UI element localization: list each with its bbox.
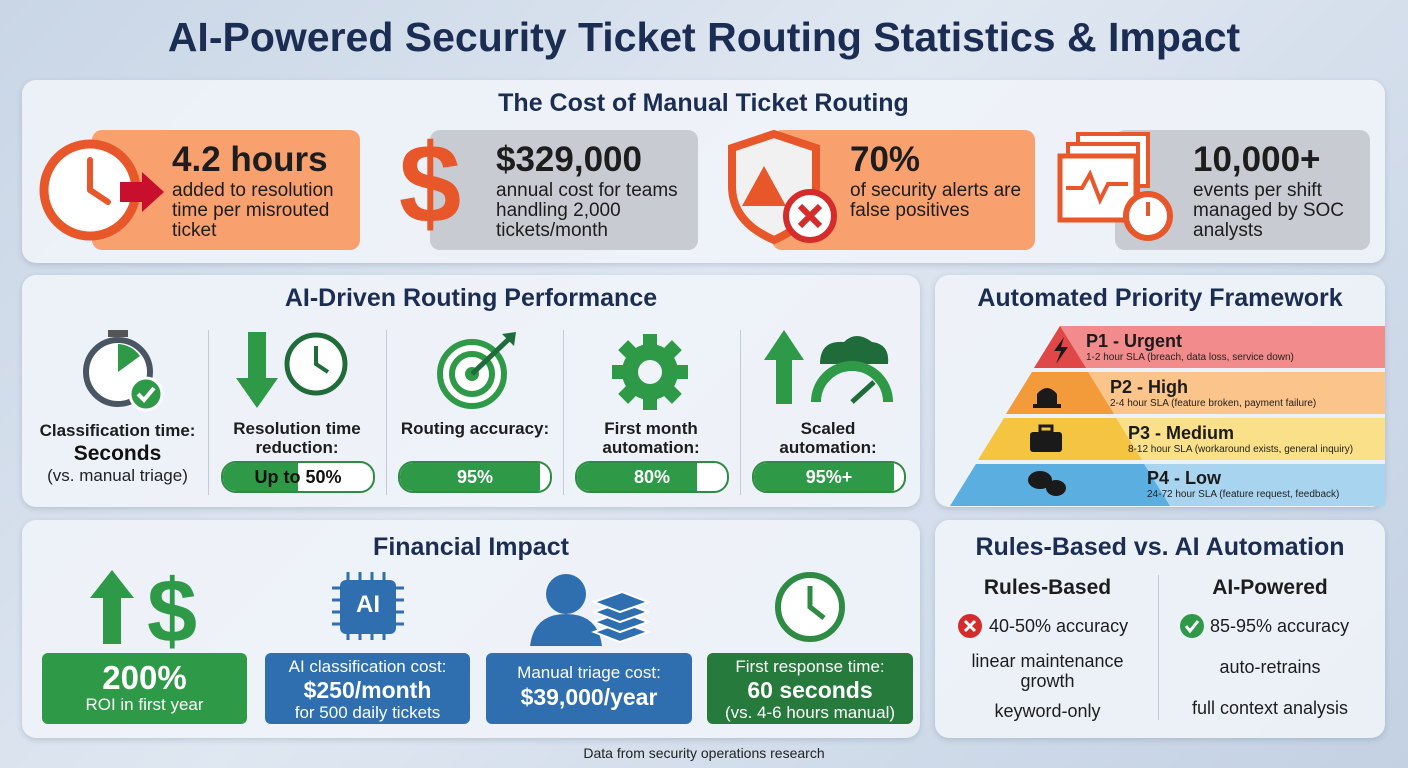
finance-value: 200% — [102, 659, 187, 696]
comparison-row: full context analysis — [1191, 698, 1349, 718]
stat-description: of security alerts are false positives — [850, 180, 1022, 221]
finance-label: ROI in first year — [85, 695, 204, 714]
person-stack-icon — [530, 574, 651, 646]
metric-value: Up to 50% — [254, 467, 342, 487]
metric-note: (vs. manual triage) — [47, 466, 188, 485]
cross-icon — [958, 614, 982, 638]
target-icon — [437, 332, 516, 409]
priority-sla: 2-4 hour SLA (feature broken, payment fa… — [1110, 398, 1317, 409]
performance-heading: AI-Driven Routing Performance — [284, 284, 658, 312]
footer: Data from security operations research — [583, 745, 825, 761]
dashboard-icon — [1057, 132, 1173, 241]
divider — [1158, 575, 1159, 720]
comparison-row: 40-50% accuracy — [989, 616, 1129, 636]
finance-note: (vs. 4-6 hours manual) — [724, 703, 896, 722]
priority-name: P4 - Low — [1147, 468, 1222, 488]
column-title: Rules-Based — [983, 576, 1112, 599]
divider — [386, 330, 387, 495]
stopwatch-icon — [83, 330, 164, 412]
finance-label: Manual triage cost: — [517, 663, 661, 682]
metric-bar: 80% — [575, 461, 729, 493]
priority-name: P1 - Urgent — [1086, 331, 1183, 351]
priority-name: P3 - Medium — [1128, 423, 1235, 443]
finance-label: First response time: — [735, 657, 885, 676]
metric-bar: 95%+ — [752, 461, 906, 493]
metric-label: Classification time: — [39, 421, 196, 440]
metric-value: 95%+ — [805, 467, 853, 487]
divider — [563, 330, 564, 495]
bar-fill — [400, 463, 540, 491]
divider — [740, 330, 741, 495]
metric-value: 95% — [456, 467, 494, 487]
finance-note: for 500 daily tickets — [294, 703, 441, 722]
finance-label: AI classification cost: — [288, 657, 447, 676]
clock-icon — [775, 572, 845, 642]
metric-label: First month automation: — [602, 419, 700, 457]
chip-label: AI — [356, 591, 380, 618]
metric-label: Scaled automation: — [779, 419, 877, 457]
roi-icon: $ — [90, 562, 197, 662]
metric-label: Resolution time reduction: — [233, 419, 361, 457]
priority-name: P2 - High — [1110, 377, 1189, 397]
up-gauge-icon — [764, 330, 893, 404]
stat-value: 10,000+ — [1193, 140, 1321, 179]
comparison-panel — [935, 520, 1385, 738]
finance-value: 60 seconds — [747, 677, 873, 703]
clock-icon — [39, 139, 164, 241]
divider — [208, 330, 209, 495]
finance-card: 200% ROI in first year — [42, 653, 247, 724]
finance-value: $39,000/year — [520, 684, 658, 710]
comparison-row: keyword-only — [994, 701, 1101, 721]
bar-fill — [223, 463, 298, 491]
dollar-icon: $ — [399, 121, 461, 246]
finance-card: First response time: 60 seconds (vs. 4-6… — [707, 653, 913, 724]
financial-heading: Financial Impact — [373, 533, 569, 561]
comparison-row: linear maintenance growth — [971, 651, 1124, 691]
priority-sla: 8-12 hour SLA (workaround exists, genera… — [1128, 444, 1354, 455]
metric-value: 80% — [633, 467, 671, 487]
bar-fill — [754, 463, 894, 491]
cost-card — [430, 130, 698, 250]
shield-alert-icon — [728, 129, 837, 245]
svg-text:$: $ — [147, 562, 197, 662]
finance-card: Manual triage cost: $39,000/year — [486, 653, 692, 724]
finance-value: $250/month — [303, 677, 432, 703]
metric-bar: 95% — [398, 461, 552, 493]
stat-description: events per shift managed by SOC analysts — [1193, 180, 1345, 241]
comparison-row: auto-retrains — [1219, 657, 1321, 677]
finance-card: AI classification cost: $250/month for 5… — [265, 653, 470, 724]
main-title: AI-Powered Security Ticket Routing Stati… — [167, 14, 1241, 60]
stat-value: $329,000 — [496, 140, 642, 179]
priority-heading: Automated Priority Framework — [977, 284, 1343, 312]
metric-bar: Up to 50% — [221, 461, 375, 493]
chip-icon — [332, 572, 404, 640]
stat-value: 70% — [850, 140, 921, 179]
gear-icon — [612, 334, 688, 410]
bar-fill — [577, 463, 697, 491]
priority-sla: 24-72 hour SLA (feature request, feedbac… — [1147, 489, 1340, 500]
stat-description: annual cost for teams handling 2,000 tic… — [496, 180, 678, 241]
comparison-row: 85-95% accuracy — [1210, 616, 1350, 636]
comparison-heading: Rules-Based vs. AI Automation — [975, 533, 1345, 561]
column-title: AI-Powered — [1212, 576, 1328, 599]
cost-heading: The Cost of Manual Ticket Routing — [498, 89, 909, 117]
down-clock-icon — [236, 332, 348, 408]
priority-sla: 1-2 hour SLA (breach, data loss, service… — [1086, 352, 1294, 363]
metric-value: Seconds — [73, 442, 162, 465]
svg-text:$: $ — [399, 121, 461, 246]
check-icon — [1180, 614, 1204, 638]
metric-label: Routing accuracy: — [400, 419, 550, 438]
stat-value: 4.2 hours — [172, 140, 328, 179]
stat-description: added to resolution time per misrouted t… — [172, 180, 334, 241]
